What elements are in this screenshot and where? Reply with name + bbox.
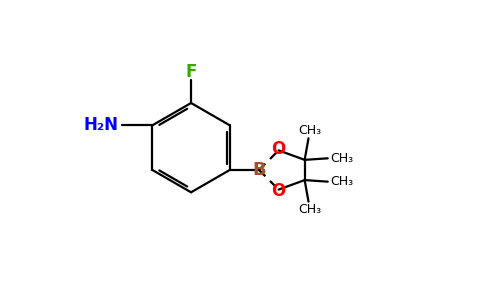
Text: CH₃: CH₃ <box>299 203 321 216</box>
Text: H₂N: H₂N <box>84 116 119 134</box>
Text: CH₃: CH₃ <box>299 124 321 137</box>
Text: CH₃: CH₃ <box>330 175 353 188</box>
Text: CH₃: CH₃ <box>330 152 353 165</box>
Text: O: O <box>272 182 286 200</box>
Text: F: F <box>185 63 197 81</box>
Text: B: B <box>252 161 266 179</box>
Text: O: O <box>272 140 286 158</box>
